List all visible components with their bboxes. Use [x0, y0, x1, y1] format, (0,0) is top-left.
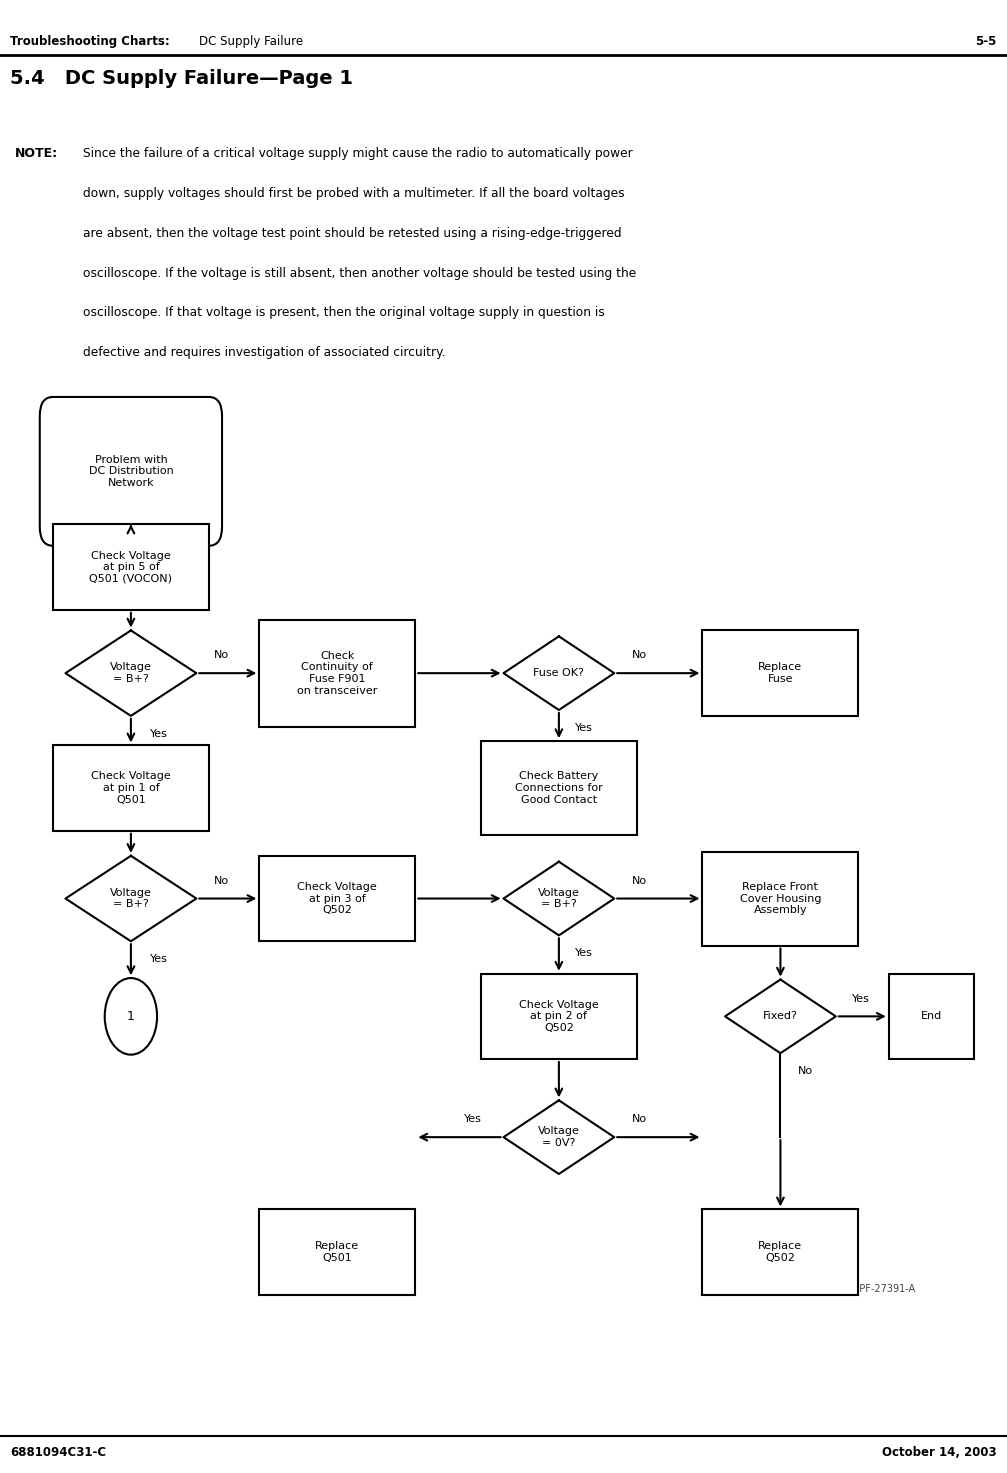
- Polygon shape: [504, 1100, 614, 1174]
- Text: No: No: [798, 1066, 814, 1075]
- Text: Check Voltage
at pin 5 of
Q501 (VOCON): Check Voltage at pin 5 of Q501 (VOCON): [90, 551, 172, 583]
- Text: 5-5: 5-5: [976, 35, 997, 47]
- Text: defective and requires investigation of associated circuitry.: defective and requires investigation of …: [83, 346, 445, 359]
- Bar: [260, 1209, 415, 1295]
- Text: Yes: Yes: [852, 994, 870, 1003]
- Bar: [481, 741, 636, 835]
- Text: Check Voltage
at pin 1 of
Q501: Check Voltage at pin 1 of Q501: [91, 772, 171, 804]
- Text: October 14, 2003: October 14, 2003: [882, 1446, 997, 1458]
- Text: Replace
Fuse: Replace Fuse: [758, 663, 803, 683]
- FancyBboxPatch shape: [40, 396, 222, 546]
- Text: 5.4   DC Supply Failure—Page 1: 5.4 DC Supply Failure—Page 1: [10, 69, 353, 87]
- Text: Yes: Yes: [575, 723, 593, 732]
- Text: Replace Front
Cover Housing
Assembly: Replace Front Cover Housing Assembly: [740, 882, 821, 915]
- Text: 6881094C31-C: 6881094C31-C: [10, 1446, 106, 1458]
- Text: Since the failure of a critical voltage supply might cause the radio to automati: Since the failure of a critical voltage …: [83, 147, 632, 161]
- Text: No: No: [213, 651, 230, 660]
- Text: Check Voltage
at pin 2 of
Q502: Check Voltage at pin 2 of Q502: [519, 1000, 599, 1033]
- Text: Yes: Yes: [464, 1115, 482, 1124]
- Polygon shape: [65, 856, 196, 941]
- Text: End: End: [920, 1012, 943, 1021]
- Text: Troubleshooting Charts:: Troubleshooting Charts:: [10, 35, 174, 47]
- Text: oscilloscope. If that voltage is present, then the original voltage supply in qu: oscilloscope. If that voltage is present…: [83, 306, 604, 320]
- Bar: [260, 620, 415, 726]
- Bar: [260, 856, 415, 941]
- Text: Yes: Yes: [150, 729, 168, 738]
- Text: Voltage
= B+?: Voltage = B+?: [538, 888, 580, 909]
- Text: oscilloscope. If the voltage is still absent, then another voltage should be tes: oscilloscope. If the voltage is still ab…: [83, 267, 635, 280]
- Text: 1: 1: [127, 1010, 135, 1022]
- Text: Problem with
DC Distribution
Network: Problem with DC Distribution Network: [89, 455, 173, 488]
- Polygon shape: [504, 636, 614, 710]
- Bar: [53, 745, 209, 831]
- Text: Voltage
= B+?: Voltage = B+?: [110, 888, 152, 909]
- Text: Check
Continuity of
Fuse F901
on transceiver: Check Continuity of Fuse F901 on transce…: [297, 651, 378, 695]
- Bar: [53, 524, 209, 610]
- Text: MAEPF-27391-A: MAEPF-27391-A: [838, 1284, 914, 1293]
- Text: Yes: Yes: [575, 949, 593, 957]
- Text: No: No: [213, 876, 230, 885]
- Text: No: No: [631, 1115, 648, 1124]
- Text: Voltage
= 0V?: Voltage = 0V?: [538, 1127, 580, 1147]
- Text: No: No: [631, 651, 648, 660]
- Text: down, supply voltages should first be probed with a multimeter. If all the board: down, supply voltages should first be pr…: [83, 187, 624, 200]
- Polygon shape: [65, 630, 196, 716]
- Text: Voltage
= B+?: Voltage = B+?: [110, 663, 152, 683]
- Polygon shape: [725, 980, 836, 1053]
- Bar: [703, 630, 858, 716]
- Bar: [888, 974, 975, 1059]
- Text: Yes: Yes: [150, 955, 168, 963]
- Text: are absent, then the voltage test point should be retested using a rising-edge-t: are absent, then the voltage test point …: [83, 227, 621, 240]
- Text: No: No: [631, 876, 648, 885]
- Text: Fixed?: Fixed?: [763, 1012, 798, 1021]
- Polygon shape: [504, 862, 614, 935]
- Text: Replace
Q502: Replace Q502: [758, 1242, 803, 1262]
- Text: DC Supply Failure: DC Supply Failure: [199, 35, 303, 47]
- Bar: [703, 851, 858, 946]
- Text: Check Voltage
at pin 3 of
Q502: Check Voltage at pin 3 of Q502: [297, 882, 378, 915]
- Text: NOTE:: NOTE:: [15, 147, 58, 161]
- Bar: [703, 1209, 858, 1295]
- Circle shape: [105, 978, 157, 1055]
- Bar: [481, 974, 636, 1059]
- Text: Check Battery
Connections for
Good Contact: Check Battery Connections for Good Conta…: [515, 772, 603, 804]
- Text: Replace
Q501: Replace Q501: [315, 1242, 359, 1262]
- Text: Fuse OK?: Fuse OK?: [534, 669, 584, 678]
